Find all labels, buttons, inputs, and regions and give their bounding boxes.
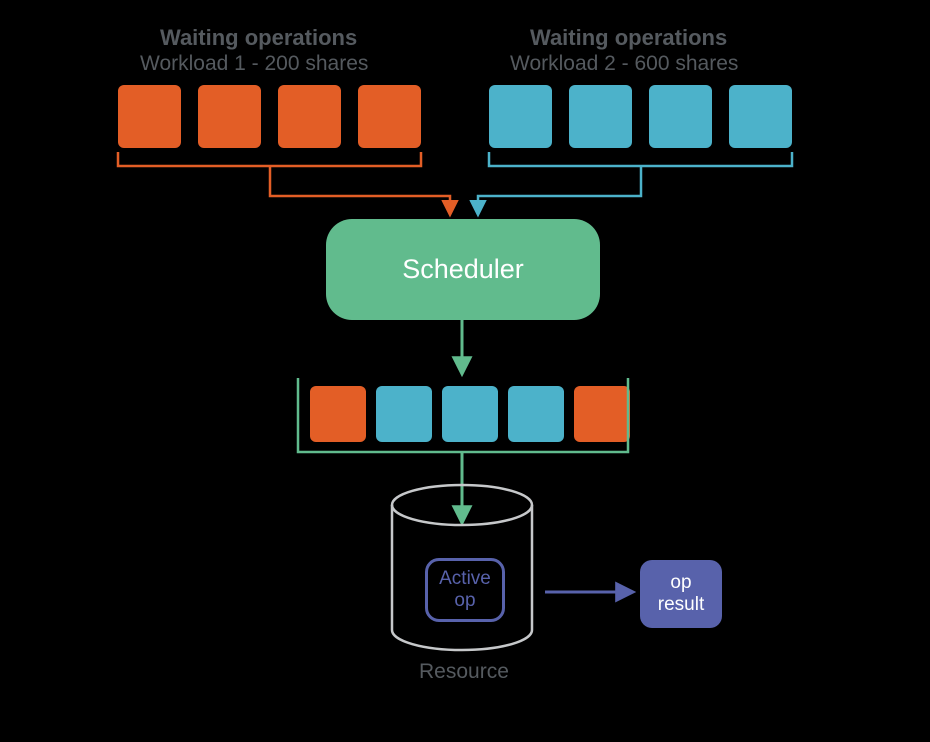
- workload1-block: [358, 85, 421, 148]
- right-subtitle: Workload 2 - 600 shares: [510, 52, 738, 76]
- workload2-block: [649, 85, 712, 148]
- left-title: Waiting operations: [160, 25, 357, 51]
- workload2-block: [729, 85, 792, 148]
- workload2-block: [489, 85, 552, 148]
- right-title: Waiting operations: [530, 25, 727, 51]
- left-feed-arrow: [270, 166, 450, 214]
- output-queue-block: [376, 386, 432, 442]
- right-feed-arrow: [478, 166, 641, 214]
- op-result-box: opresult: [640, 560, 722, 628]
- op-result-label: opresult: [658, 572, 704, 616]
- workload2-block: [569, 85, 632, 148]
- active-op-box: Activeop: [425, 558, 505, 622]
- output-queue-block: [442, 386, 498, 442]
- scheduler-label: Scheduler: [402, 254, 524, 285]
- active-op-label: Activeop: [439, 568, 491, 612]
- output-queue-block: [310, 386, 366, 442]
- workload1-block: [198, 85, 261, 148]
- left-subtitle: Workload 1 - 200 shares: [140, 52, 368, 76]
- right-bracket: [489, 152, 792, 166]
- workload1-block: [278, 85, 341, 148]
- scheduler-box: Scheduler: [326, 219, 600, 320]
- resource-label: Resource: [419, 660, 509, 684]
- left-bracket: [118, 152, 421, 166]
- output-queue-block: [574, 386, 630, 442]
- diagram-canvas: Waiting operations Workload 1 - 200 shar…: [0, 0, 930, 742]
- output-queue-block: [508, 386, 564, 442]
- workload1-block: [118, 85, 181, 148]
